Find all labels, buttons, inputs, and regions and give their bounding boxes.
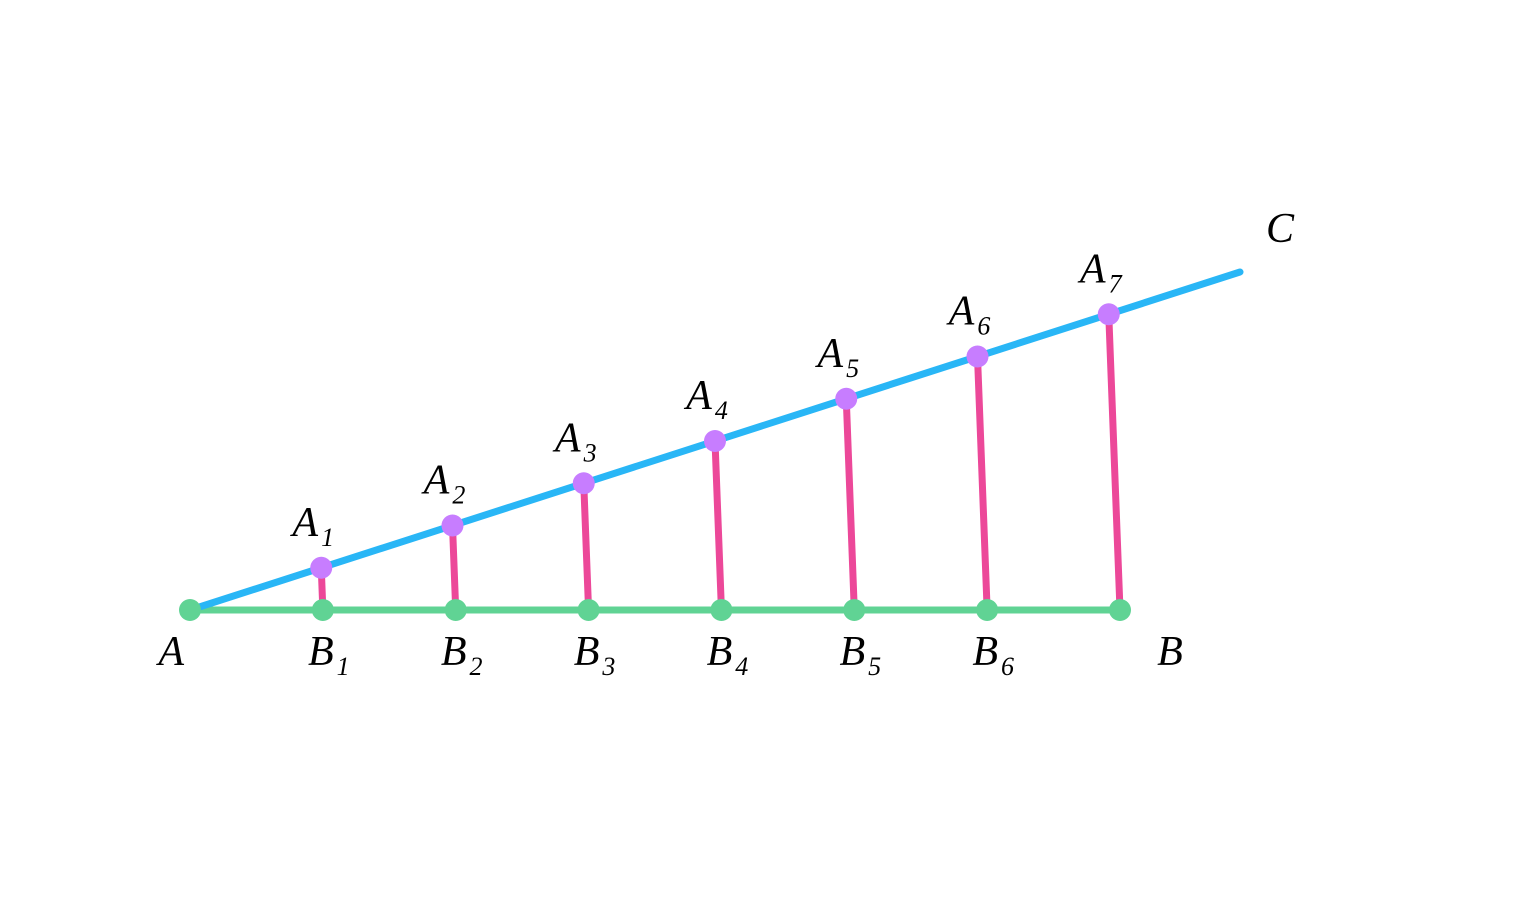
point-a-sub [704, 430, 726, 452]
geom-label: A2 [421, 458, 466, 510]
point-a-sub [442, 515, 464, 537]
geom-label: C [1266, 206, 1295, 252]
geom-label: A6 [946, 289, 991, 341]
geom-label: B6 [972, 629, 1014, 681]
point-a-sub [967, 346, 989, 368]
connector-line [978, 357, 988, 611]
point-a-sub [573, 472, 595, 494]
geom-label: B5 [839, 629, 881, 681]
geom-label: A7 [1077, 246, 1123, 298]
point-b [843, 599, 865, 621]
connector-line [584, 483, 589, 610]
point-a-sub [835, 388, 857, 410]
point-b [976, 599, 998, 621]
geom-label: B [1157, 629, 1183, 675]
geom-label: A [155, 629, 184, 675]
point-a-sub [1098, 303, 1120, 325]
geom-label: B2 [441, 629, 483, 681]
point-a-sub [310, 557, 332, 579]
connector-line [1109, 314, 1120, 610]
connector-line [453, 526, 456, 611]
geom-label: A3 [552, 415, 597, 467]
point-b [710, 599, 732, 621]
point-a [179, 599, 201, 621]
connector-line [715, 441, 721, 610]
geom-label: B1 [308, 629, 350, 681]
connector-line [846, 399, 854, 610]
point-b [312, 599, 334, 621]
geom-label: A5 [814, 331, 859, 383]
point-b [578, 599, 600, 621]
geom-label: A4 [683, 373, 728, 425]
geom-label: A1 [289, 500, 334, 552]
point-b [1109, 599, 1131, 621]
point-b [445, 599, 467, 621]
geom-label: B4 [707, 629, 749, 681]
geom-label: B3 [574, 629, 616, 681]
